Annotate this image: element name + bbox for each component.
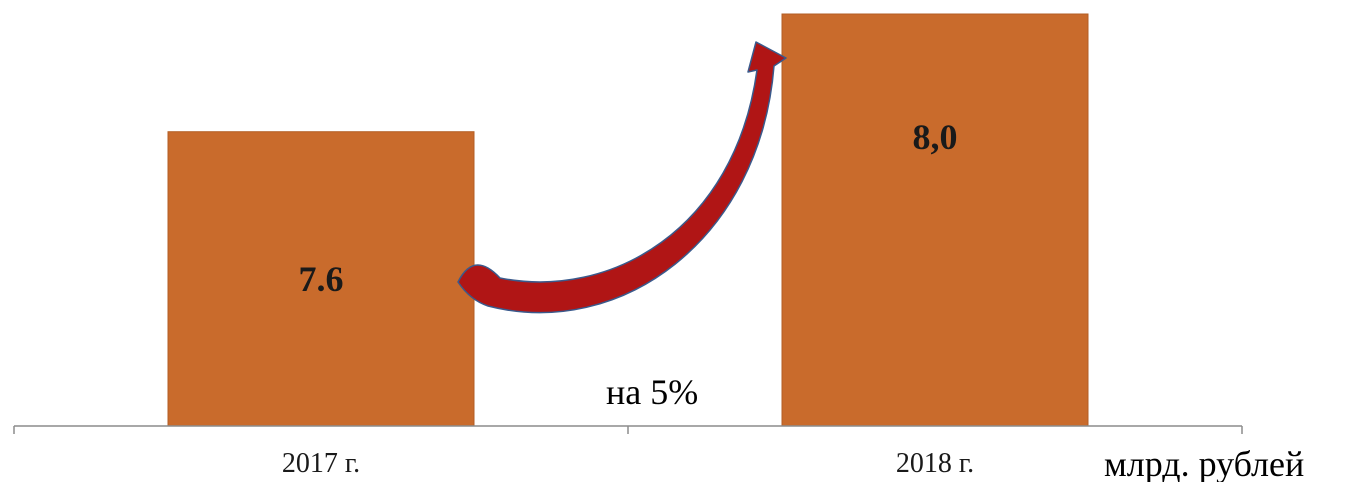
tick-labels-group: 2017 г. 2018 г. — [282, 448, 974, 479]
bar — [167, 131, 475, 427]
data-label: 7.6 — [299, 259, 344, 299]
data-labels-group: 7.6 8,0 — [299, 117, 958, 299]
x-tick-label: 2017 г. — [282, 448, 360, 479]
unit-label: млрд. рублей — [1104, 444, 1304, 482]
growth-label: на 5% — [606, 372, 698, 412]
growth-arrow-icon — [457, 41, 787, 314]
bars-group — [167, 13, 1089, 427]
bar — [781, 13, 1089, 427]
x-tick-label: 2018 г. — [896, 448, 974, 479]
x-axis — [13, 425, 1243, 434]
data-label: 8,0 — [913, 117, 958, 157]
